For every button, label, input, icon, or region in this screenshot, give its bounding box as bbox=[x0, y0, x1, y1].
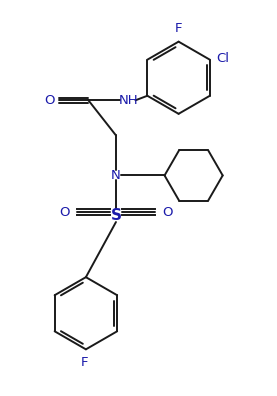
Text: O: O bbox=[44, 94, 55, 107]
Text: O: O bbox=[162, 206, 173, 219]
Text: F: F bbox=[81, 356, 88, 369]
Text: N: N bbox=[111, 169, 121, 182]
Text: S: S bbox=[111, 208, 121, 223]
Text: NH: NH bbox=[119, 94, 138, 107]
Text: O: O bbox=[59, 206, 70, 219]
Text: Cl: Cl bbox=[216, 52, 229, 65]
Text: F: F bbox=[175, 22, 182, 35]
